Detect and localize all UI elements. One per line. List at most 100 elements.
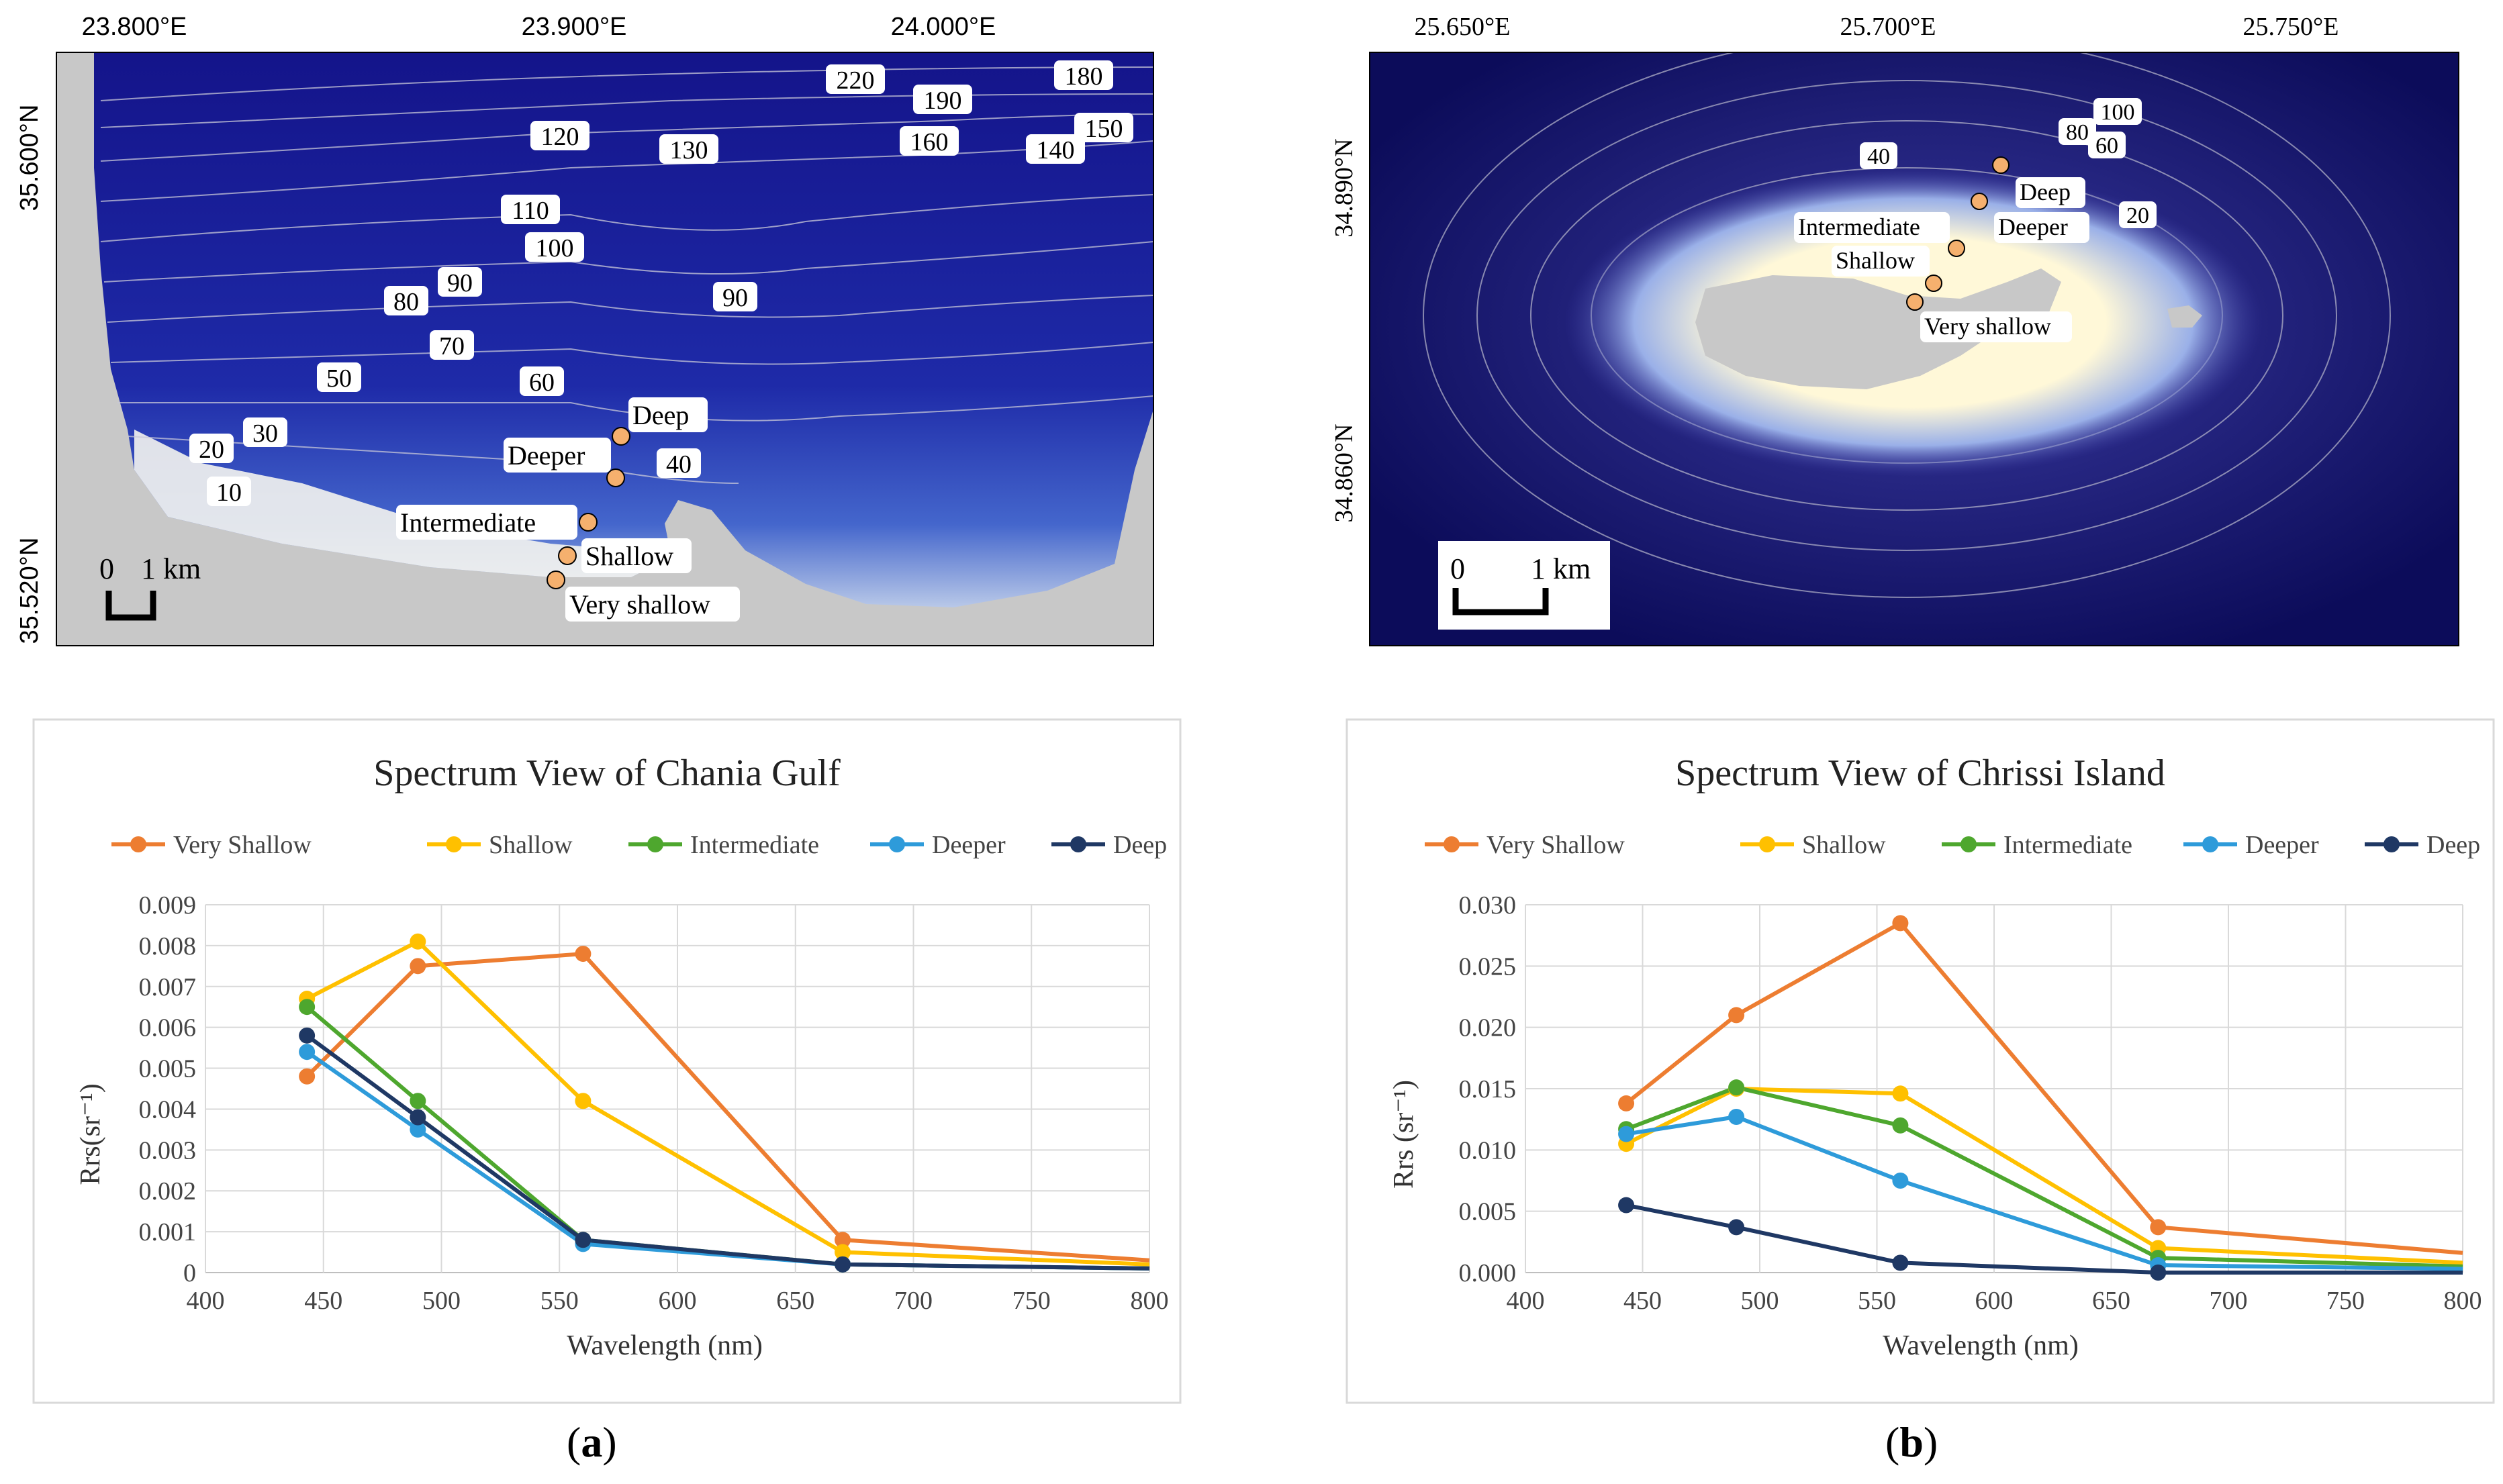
y-tick-label: 0.015: [1459, 1075, 1517, 1103]
data-point: [410, 933, 426, 950]
map-a-scale-bar: [105, 591, 156, 621]
caption-b: (b): [1885, 1418, 1938, 1466]
legend: Very Shallow Shallow Intermediate Deeper Dee…: [111, 831, 1167, 859]
x-tick-label: 750: [1012, 1287, 1051, 1315]
y-tick-label: 0.007: [139, 973, 197, 1001]
map-b-contour: 100: [2101, 100, 2135, 125]
legend-label: Shallow: [489, 831, 573, 859]
map-a-contour: 100: [536, 234, 574, 262]
chart-title: Spectrum View of Chrissi Island: [1675, 752, 2165, 794]
x-tick-label: 400: [1507, 1287, 1545, 1315]
map-b-station-marker: [1948, 240, 1965, 257]
caption-a: (a): [567, 1418, 617, 1466]
data-point: [299, 999, 316, 1016]
map-b-scale-distance: 1 km: [1531, 552, 1591, 585]
map-a-contour: 20: [199, 436, 224, 464]
legend-marker: [1759, 836, 1775, 852]
data-point: [1618, 1197, 1635, 1214]
data-point: [410, 958, 426, 975]
map-b-station-label: Deeper: [1998, 213, 2068, 240]
y-tick-label: 0.001: [139, 1218, 197, 1246]
y-tick-label: 0.002: [139, 1177, 197, 1205]
legend-label: Intermediate: [690, 831, 819, 859]
map-a-station-marker: [612, 427, 630, 446]
map-b-station-label: Intermediate: [1798, 213, 1920, 240]
x-tick-label: 700: [894, 1287, 933, 1315]
legend-marker: [1070, 836, 1086, 852]
legend-label: Very Shallow: [1486, 831, 1625, 859]
map-a-contour: 40: [666, 450, 692, 479]
legend-marker: [889, 836, 905, 852]
map-b-island: [1695, 268, 2061, 389]
y-tick-label: 0.008: [139, 932, 197, 960]
x-tick-label: 500: [422, 1287, 461, 1315]
map-a-lat-label: 35.600°N: [15, 105, 44, 211]
legend-marker: [2202, 836, 2218, 852]
data-point: [1892, 1254, 1909, 1271]
map-a-contour: 150: [1085, 115, 1123, 143]
map-a-station-label: Deep: [632, 400, 689, 430]
map-b-lon-label: 25.750°E: [2243, 13, 2339, 41]
data-point: [410, 1109, 426, 1126]
data-point: [575, 1232, 592, 1248]
map-a-contour: 110: [512, 197, 549, 225]
map-b-station-marker: [1906, 293, 1924, 311]
x-tick-label: 600: [1975, 1287, 2014, 1315]
data-point: [575, 1093, 592, 1109]
legend-marker: [1961, 836, 1977, 852]
map-a-station-label: Shallow: [585, 541, 673, 571]
map-a-station-label: Intermediate: [400, 507, 536, 538]
map-a-lon-label: 24.000°E: [891, 13, 996, 41]
map-b-scale-zero: 0: [1450, 552, 1465, 585]
legend-label: Intermediate: [2003, 831, 2132, 859]
legend-marker: [647, 836, 663, 852]
x-tick-label: 650: [2092, 1287, 2130, 1315]
y-axis-label: Rrs (sr⁻¹): [1388, 1080, 1419, 1189]
data-point: [1618, 1095, 1635, 1111]
legend-label: Deeper: [932, 831, 1006, 859]
map-a-contour: 80: [393, 288, 419, 316]
x-axis-label: Wavelength (nm): [567, 1330, 763, 1361]
map-b-scale-bar: [1452, 588, 1549, 615]
legend: Very Shallow Shallow Intermediate Deeper Dee…: [1425, 831, 2480, 859]
map-a-contour: 160: [910, 128, 949, 156]
y-tick-label: 0.000: [1459, 1259, 1517, 1287]
map-a: 23.800°E 23.900°E 24.000°E 35.600°N 35.5…: [15, 13, 1154, 646]
map-a-contour: 220: [837, 66, 875, 95]
y-tick-label: 0.020: [1459, 1014, 1517, 1042]
map-b-station-marker: [1992, 156, 2010, 174]
map-b-lon-label: 25.650°E: [1415, 13, 1511, 41]
data-point: [1728, 1219, 1745, 1236]
y-tick-label: 0.005: [1459, 1198, 1517, 1226]
x-tick-label: 500: [1741, 1287, 1779, 1315]
data-point: [2150, 1265, 2167, 1281]
y-tick-label: 0.009: [139, 891, 197, 920]
chart-chrissi-island: Spectrum View of Chrissi Island Very Sha…: [1345, 718, 2495, 1404]
map-a-scale-zero: 0: [99, 552, 114, 585]
y-tick-label: 0.005: [139, 1055, 197, 1083]
legend-label: Very Shallow: [173, 831, 312, 859]
map-a-contour: 180: [1065, 62, 1103, 91]
map-b-islet: [2167, 305, 2202, 328]
map-a-contour: 30: [252, 419, 278, 448]
data-point: [1892, 915, 1909, 932]
y-tick-label: 0.010: [1459, 1136, 1517, 1165]
data-point: [575, 946, 592, 962]
legend-label: Deep: [2426, 831, 2480, 859]
map-a-contour: 70: [439, 332, 465, 360]
map-b-station-label: Deep: [2020, 179, 2071, 205]
legend-marker: [1444, 836, 1460, 852]
map-a-contour: 50: [326, 364, 352, 393]
x-tick-label: 800: [2444, 1287, 2482, 1315]
map-b-lat-label: 34.860°N: [1330, 424, 1358, 522]
legend-marker: [446, 836, 462, 852]
y-tick-label: 0.006: [139, 1014, 197, 1042]
map-b-contour: 60: [2095, 134, 2118, 158]
map-a-contour: 90: [447, 269, 473, 297]
legend-marker: [2383, 836, 2400, 852]
map-b-lat-label: 34.890°N: [1330, 138, 1358, 237]
map-b-lon-label: 25.700°E: [1840, 13, 1936, 41]
map-a-contour: 190: [924, 87, 962, 115]
x-tick-label: 400: [187, 1287, 225, 1315]
map-a-coast: [134, 430, 671, 577]
